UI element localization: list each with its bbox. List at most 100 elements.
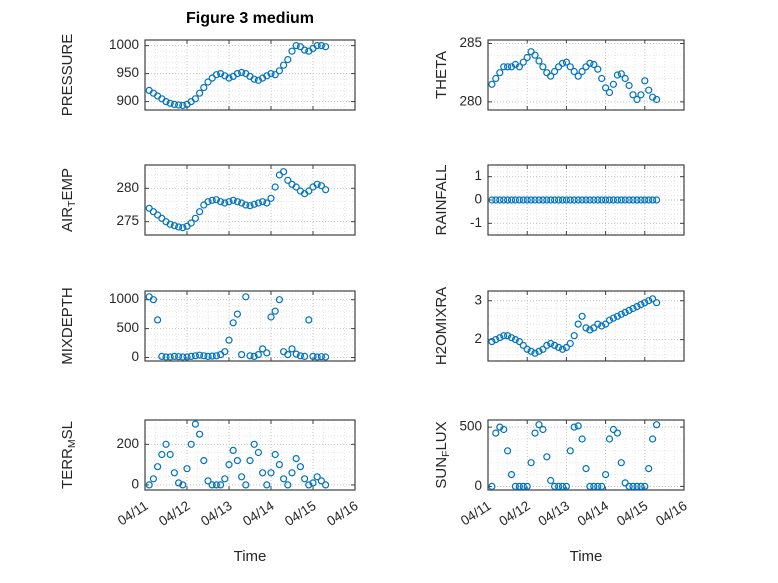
data-point: [271, 307, 279, 315]
data-point: [233, 457, 241, 465]
data-point: [594, 196, 602, 204]
marker-series-h2omixra: [488, 295, 661, 357]
data-point: [204, 477, 212, 485]
data-point: [562, 482, 571, 490]
data-point: [149, 296, 157, 304]
data-point: [594, 320, 602, 328]
y-tick-label: 200: [116, 436, 139, 451]
data-point: [271, 183, 279, 191]
x-tick-label: 04/15: [614, 498, 651, 529]
data-point: [191, 420, 199, 428]
data-point: [531, 349, 539, 357]
data-point: [511, 482, 520, 490]
data-point: [590, 482, 598, 490]
data-point: [554, 482, 563, 490]
axes-box: [487, 164, 685, 236]
subplot-theta: 280 285 THETA: [433, 35, 685, 111]
data-point: [590, 60, 598, 69]
data-point: [539, 425, 547, 434]
data-point: [145, 481, 153, 489]
data-point: [515, 196, 524, 204]
data-point: [629, 304, 637, 313]
x-tick-label: 04/16: [324, 498, 361, 529]
data-point: [250, 352, 258, 360]
data-point: [187, 352, 195, 360]
data-point: [574, 72, 582, 80]
data-point: [625, 196, 633, 204]
data-point: [652, 95, 661, 104]
data-point: [162, 97, 170, 106]
data-point: [313, 353, 321, 361]
data-point: [523, 345, 531, 353]
data-point: [305, 481, 313, 489]
y-tick-label: 500: [116, 320, 139, 335]
data-point: [263, 349, 271, 357]
data-point: [492, 336, 500, 344]
data-point: [229, 196, 237, 204]
data-point: [187, 219, 195, 227]
data-point: [196, 89, 204, 97]
data-point: [254, 199, 262, 207]
x-tick-label: 04/11: [115, 498, 151, 528]
data-point: [625, 482, 633, 490]
data-point: [598, 196, 606, 204]
data-point: [492, 196, 500, 204]
data-point: [566, 447, 574, 455]
subplot-pressure: 900 950 1000 PRESSURE: [59, 34, 356, 116]
data-point: [259, 469, 267, 477]
data-point: [578, 435, 586, 443]
data-point: [492, 74, 500, 83]
axes-box: [487, 39, 685, 111]
data-point: [221, 199, 229, 207]
data-point: [523, 53, 531, 62]
data-point: [574, 320, 582, 328]
data-point: [238, 473, 246, 481]
data-point: [221, 348, 229, 356]
data-point: [288, 345, 296, 353]
data-point: [267, 469, 275, 477]
data-point: [254, 351, 262, 359]
data-point: [301, 352, 309, 360]
data-point: [566, 196, 574, 204]
data-point: [531, 429, 539, 437]
data-point: [284, 176, 292, 184]
data-point: [527, 48, 535, 56]
data-point: [543, 69, 551, 77]
data-point: [212, 481, 220, 489]
data-point: [566, 63, 574, 71]
data-point: [170, 469, 178, 477]
data-point: [641, 77, 649, 85]
data-point: [496, 69, 504, 77]
data-point: [284, 55, 292, 64]
subplot-rainfall: -1 0 1 RAINFALL: [433, 164, 685, 236]
data-point: [617, 70, 625, 78]
data-point: [488, 196, 496, 204]
y-axis-label-air-temp: AIRTEMP: [59, 168, 78, 232]
data-point: [562, 58, 571, 66]
data-point: [208, 74, 216, 82]
data-point: [554, 343, 563, 351]
data-point: [292, 350, 300, 358]
y-tick-label: 500: [459, 419, 482, 434]
data-point: [605, 316, 614, 324]
data-point: [225, 198, 233, 206]
data-point: [637, 482, 645, 490]
marker-series-mixdepth: [145, 293, 330, 361]
data-point: [500, 63, 508, 71]
data-point: [259, 198, 267, 206]
data-point: [492, 429, 500, 437]
data-point: [500, 425, 508, 434]
y-tick-label: 3: [474, 292, 482, 307]
data-point: [158, 214, 166, 222]
y-tick-label: -1: [470, 215, 482, 230]
data-point: [598, 74, 606, 83]
y-tick-label: 275: [116, 213, 139, 228]
data-point: [322, 186, 330, 194]
data-point: [183, 465, 191, 473]
data-point: [166, 353, 174, 361]
y-tick-label: 1: [474, 168, 482, 183]
data-point: [191, 214, 199, 222]
data-point: [535, 421, 543, 429]
data-point: [523, 482, 531, 490]
